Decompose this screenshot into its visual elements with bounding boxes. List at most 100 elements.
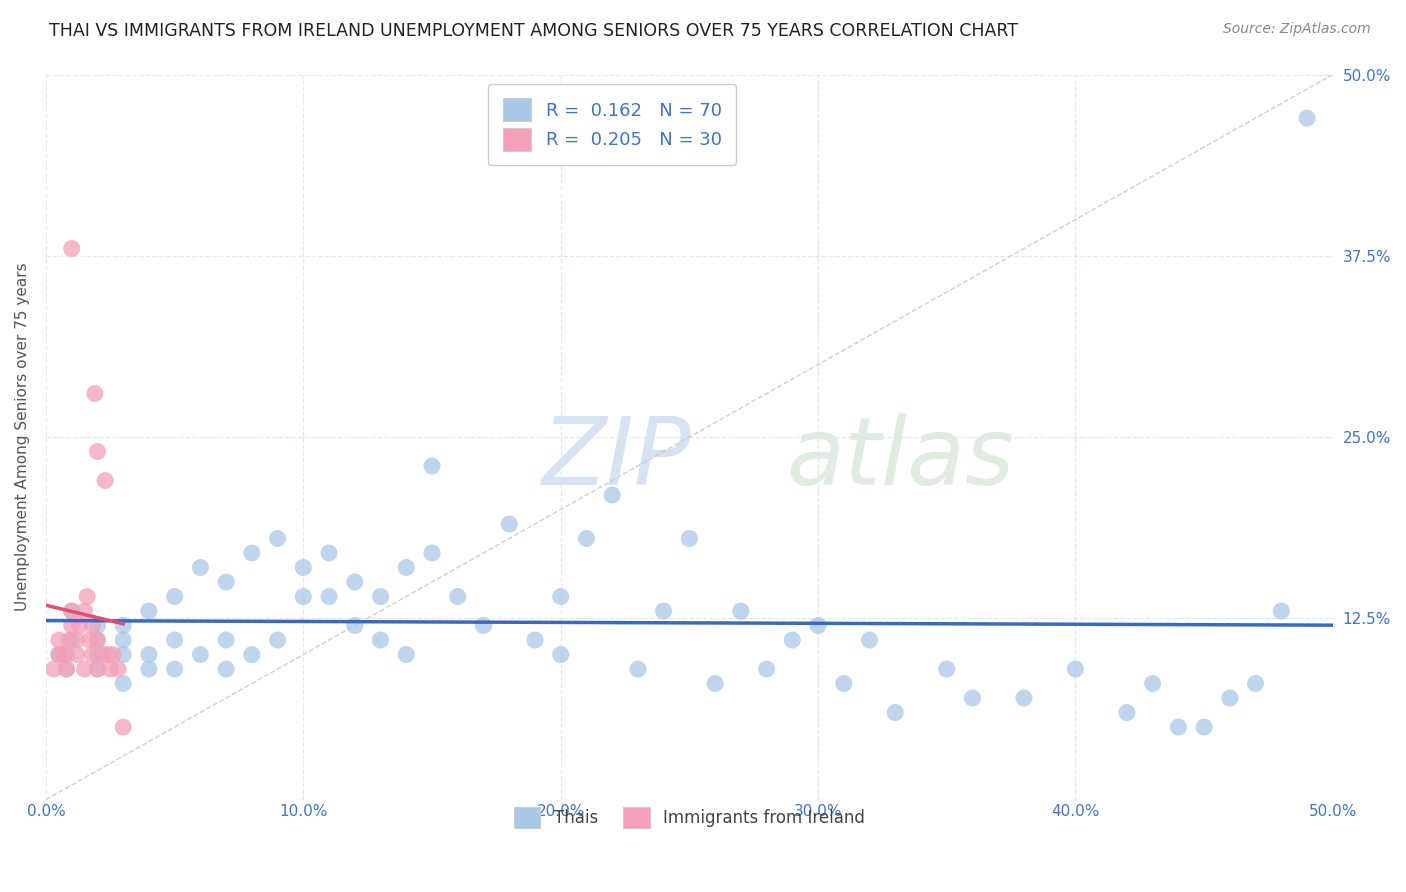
- Point: [60, 618, 83, 632]
- Point: [138, 604, 160, 618]
- Point: [163, 633, 186, 648]
- Point: [266, 532, 288, 546]
- Point: [678, 532, 700, 546]
- Point: [1012, 691, 1035, 706]
- Point: [86, 648, 108, 662]
- Point: [1219, 691, 1241, 706]
- Point: [55, 662, 77, 676]
- Point: [190, 560, 212, 574]
- Point: [60, 633, 83, 648]
- Point: [67, 618, 90, 632]
- Point: [935, 662, 957, 676]
- Point: [370, 633, 392, 648]
- Point: [86, 444, 108, 458]
- Point: [86, 633, 108, 648]
- Point: [318, 590, 340, 604]
- Y-axis label: Unemployment Among Seniors over 75 years: Unemployment Among Seniors over 75 years: [15, 263, 30, 611]
- Point: [1270, 604, 1292, 618]
- Point: [55, 662, 77, 676]
- Point: [447, 590, 470, 604]
- Point: [42, 662, 65, 676]
- Point: [420, 546, 443, 560]
- Point: [107, 662, 129, 676]
- Point: [101, 648, 124, 662]
- Point: [83, 386, 105, 401]
- Point: [266, 633, 288, 648]
- Point: [60, 242, 83, 256]
- Point: [53, 648, 76, 662]
- Point: [138, 648, 160, 662]
- Point: [98, 662, 121, 676]
- Point: [1142, 676, 1164, 690]
- Point: [550, 590, 572, 604]
- Text: THAI VS IMMIGRANTS FROM IRELAND UNEMPLOYMENT AMONG SENIORS OVER 75 YEARS CORRELA: THAI VS IMMIGRANTS FROM IRELAND UNEMPLOY…: [49, 22, 1018, 40]
- Point: [420, 458, 443, 473]
- Point: [60, 604, 83, 618]
- Point: [86, 618, 108, 632]
- Point: [755, 662, 778, 676]
- Point: [240, 648, 263, 662]
- Point: [832, 676, 855, 690]
- Point: [472, 618, 495, 632]
- Point: [343, 574, 366, 589]
- Point: [112, 676, 135, 690]
- Point: [884, 706, 907, 720]
- Point: [292, 590, 315, 604]
- Point: [1167, 720, 1189, 734]
- Point: [112, 720, 135, 734]
- Point: [962, 691, 984, 706]
- Legend: Thais, Immigrants from Ireland: Thais, Immigrants from Ireland: [508, 800, 872, 835]
- Point: [66, 648, 89, 662]
- Point: [73, 662, 96, 676]
- Point: [82, 618, 104, 632]
- Point: [1064, 662, 1087, 676]
- Point: [60, 604, 83, 618]
- Point: [292, 560, 315, 574]
- Text: Source: ZipAtlas.com: Source: ZipAtlas.com: [1223, 22, 1371, 37]
- Point: [66, 633, 89, 648]
- Point: [858, 633, 880, 648]
- Point: [48, 648, 70, 662]
- Text: atlas: atlas: [786, 413, 1014, 504]
- Point: [395, 648, 418, 662]
- Point: [652, 604, 675, 618]
- Point: [91, 648, 114, 662]
- Point: [240, 546, 263, 560]
- Point: [58, 633, 80, 648]
- Point: [73, 604, 96, 618]
- Point: [112, 618, 135, 632]
- Point: [112, 648, 135, 662]
- Text: ZIP: ZIP: [541, 413, 690, 504]
- Point: [79, 633, 101, 648]
- Point: [370, 590, 392, 604]
- Point: [215, 574, 238, 589]
- Point: [163, 662, 186, 676]
- Point: [215, 662, 238, 676]
- Point: [343, 618, 366, 632]
- Point: [600, 488, 623, 502]
- Point: [76, 590, 98, 604]
- Point: [1296, 111, 1319, 125]
- Point: [1115, 706, 1137, 720]
- Point: [807, 618, 830, 632]
- Point: [112, 633, 135, 648]
- Point: [215, 633, 238, 648]
- Point: [395, 560, 418, 574]
- Point: [782, 633, 804, 648]
- Point: [82, 648, 104, 662]
- Point: [498, 516, 520, 531]
- Point: [86, 633, 108, 648]
- Point: [86, 662, 108, 676]
- Point: [1244, 676, 1267, 690]
- Point: [163, 590, 186, 604]
- Point: [97, 648, 120, 662]
- Point: [550, 648, 572, 662]
- Point: [55, 648, 77, 662]
- Point: [575, 532, 598, 546]
- Point: [627, 662, 650, 676]
- Point: [48, 648, 70, 662]
- Point: [730, 604, 752, 618]
- Point: [523, 633, 546, 648]
- Point: [48, 633, 70, 648]
- Point: [86, 662, 108, 676]
